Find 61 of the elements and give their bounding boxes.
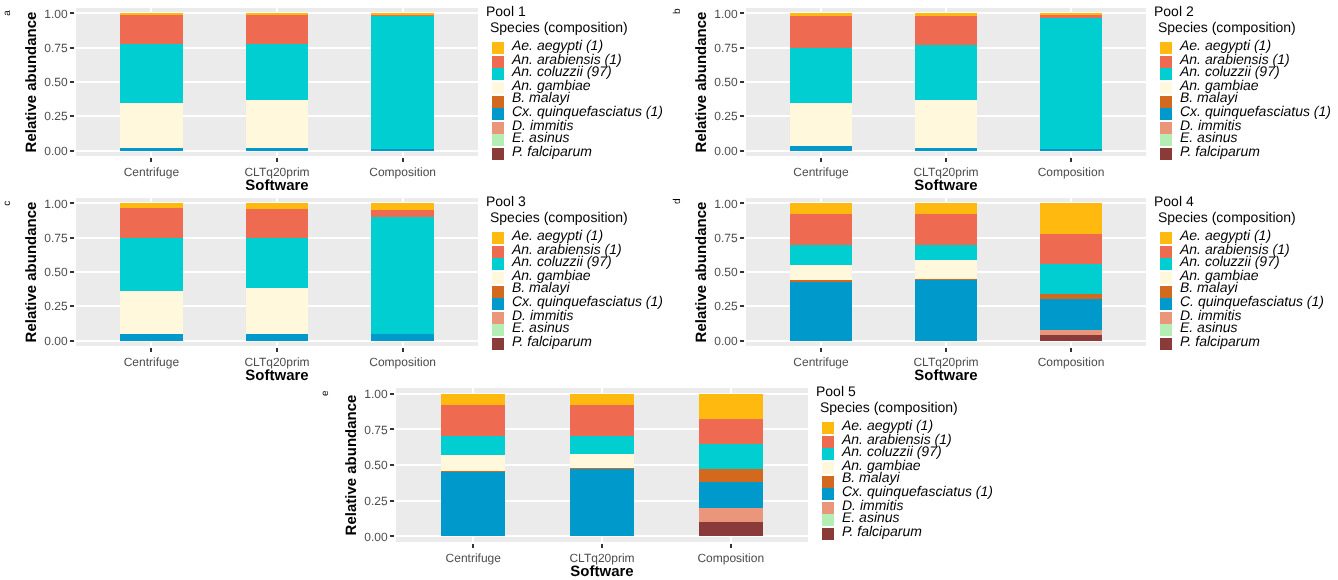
bar xyxy=(569,453,635,468)
bar xyxy=(245,43,309,100)
bar xyxy=(441,405,506,437)
bar xyxy=(914,244,978,260)
bar xyxy=(914,280,978,341)
bar xyxy=(789,244,853,266)
bar xyxy=(789,16,853,48)
bar xyxy=(119,291,183,334)
bar xyxy=(698,419,763,444)
bar xyxy=(1039,17,1103,150)
bar xyxy=(789,47,853,103)
bar xyxy=(1039,203,1103,234)
bar xyxy=(569,469,635,537)
bar xyxy=(245,333,309,341)
bar xyxy=(1039,335,1103,341)
bar xyxy=(119,207,183,238)
bar xyxy=(789,281,853,341)
bar xyxy=(245,203,309,209)
bar xyxy=(441,455,506,471)
bar xyxy=(569,393,635,406)
bar xyxy=(789,265,853,281)
bar xyxy=(698,393,763,420)
bar xyxy=(914,214,978,245)
bar xyxy=(245,237,309,289)
bar xyxy=(698,482,763,508)
bar xyxy=(1039,329,1103,336)
bar xyxy=(371,16,435,150)
bar xyxy=(914,45,978,100)
bar xyxy=(789,102,853,147)
bar xyxy=(1039,233,1103,264)
bar xyxy=(789,214,853,245)
bar xyxy=(569,405,635,437)
bar xyxy=(914,99,978,148)
bar xyxy=(698,507,763,523)
bar xyxy=(698,443,763,470)
bar xyxy=(119,237,183,292)
bar xyxy=(914,259,978,279)
bar xyxy=(441,393,506,406)
bar xyxy=(698,469,763,483)
bar xyxy=(371,333,435,341)
bar xyxy=(1039,299,1103,330)
bar xyxy=(371,203,435,211)
bar xyxy=(245,288,309,334)
bar xyxy=(1039,263,1103,294)
bar xyxy=(245,208,309,238)
bar xyxy=(371,210,435,218)
bar xyxy=(441,436,506,456)
bar xyxy=(245,14,309,44)
bar xyxy=(698,522,763,537)
bar xyxy=(914,203,978,215)
bar xyxy=(789,203,853,215)
bar xyxy=(119,102,183,148)
bar xyxy=(569,436,635,454)
bar xyxy=(371,217,435,334)
bar xyxy=(1039,293,1103,300)
bar xyxy=(119,333,183,341)
bar xyxy=(245,99,309,148)
bar xyxy=(914,16,978,45)
bar xyxy=(119,43,183,103)
bar xyxy=(441,472,506,537)
bar xyxy=(119,14,183,44)
